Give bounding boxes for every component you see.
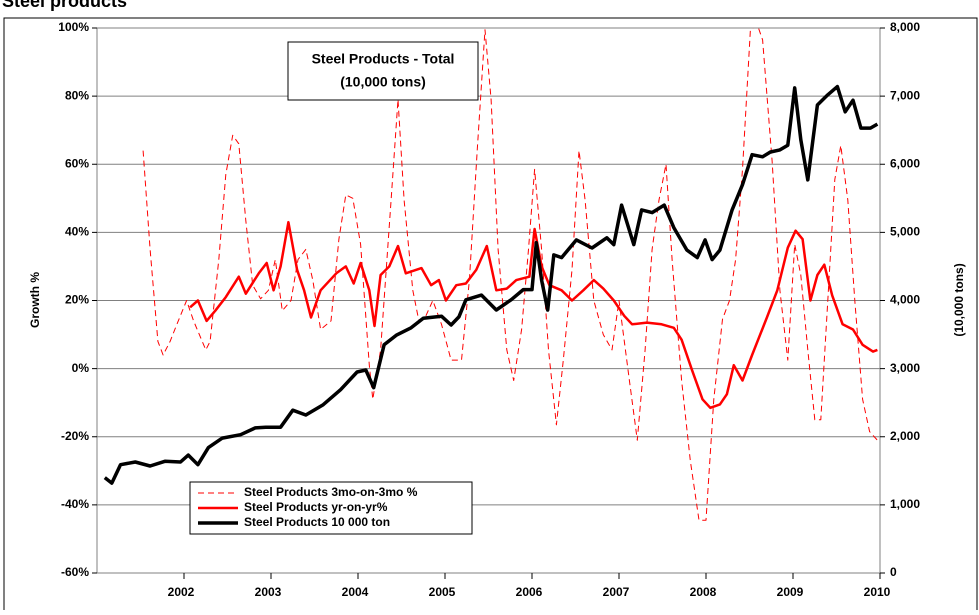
y-axis-title: Growth % xyxy=(28,272,42,328)
annotation: (10,000 tons) xyxy=(340,74,426,90)
x-tick-label: 2004 xyxy=(342,585,369,599)
y2-tick-label: 5,000 xyxy=(890,225,920,239)
x-tick-label: 2009 xyxy=(777,585,804,599)
y2-tick-label: 1,000 xyxy=(890,497,920,511)
legend-label: Steel Products yr-on-yr% xyxy=(244,500,388,514)
y2-tick-label: 4,000 xyxy=(890,293,920,307)
x-tick-label: 2010 xyxy=(864,585,891,599)
series-line xyxy=(189,220,878,410)
y2-tick-label: 8,000 xyxy=(890,20,920,34)
y2-tick-label: 0 xyxy=(890,565,897,579)
y-tick-label: 40% xyxy=(65,225,89,239)
y-tick-label: 20% xyxy=(65,293,89,307)
legend-label: Steel Products 10 000 ton xyxy=(244,515,390,529)
y-tick-label: -40% xyxy=(61,497,89,511)
x-tick-label: 2005 xyxy=(429,585,456,599)
x-tick-label: 2003 xyxy=(255,585,282,599)
y2-tick-label: 7,000 xyxy=(890,88,920,102)
x-tick-label: 2002 xyxy=(168,585,195,599)
x-tick-label: 2007 xyxy=(603,585,630,599)
chart-title: Steel products xyxy=(2,0,127,11)
x-tick-label: 2008 xyxy=(690,585,717,599)
y-tick-label: 100% xyxy=(58,20,89,34)
annotation: Steel Products - Total xyxy=(312,51,455,67)
y-tick-label: -60% xyxy=(61,565,89,579)
legend-label: Steel Products 3mo-on-3mo % xyxy=(244,485,418,499)
y2-tick-label: 2,000 xyxy=(890,429,920,443)
y-tick-label: 80% xyxy=(65,88,89,102)
y2-tick-label: 3,000 xyxy=(890,361,920,375)
series-line xyxy=(142,28,878,521)
y2-axis-title: (10,000 tons) xyxy=(952,263,966,336)
y-tick-label: 60% xyxy=(65,156,89,170)
annotation-box xyxy=(287,41,479,101)
y2-tick-label: 6,000 xyxy=(890,156,920,170)
series-line xyxy=(103,84,879,485)
y-tick-label: -20% xyxy=(61,429,89,443)
y-tick-label: 0% xyxy=(72,361,90,375)
chart-border xyxy=(3,17,978,615)
x-tick-label: 2006 xyxy=(516,585,543,599)
